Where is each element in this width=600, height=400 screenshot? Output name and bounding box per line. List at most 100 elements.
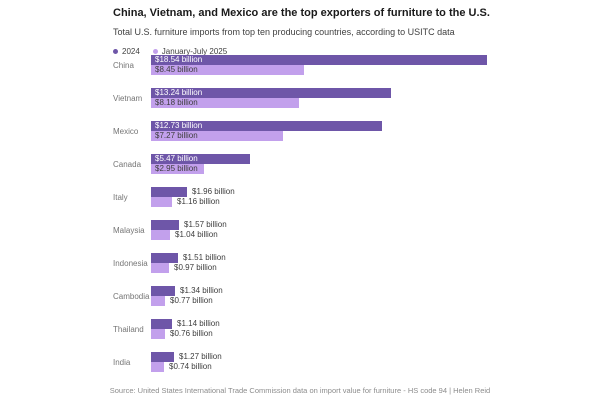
bar-2025 bbox=[151, 197, 172, 207]
bar-group: $1.27 billion $0.74 billion bbox=[151, 352, 593, 372]
bar-2025 bbox=[151, 329, 165, 339]
value-label: $0.97 billion bbox=[174, 263, 217, 272]
category-label: Cambodia bbox=[113, 291, 150, 301]
value-label: $13.24 billion bbox=[155, 88, 203, 97]
bar-line: $0.74 billion bbox=[151, 362, 593, 372]
bar-group: $18.54 billion $8.45 billion bbox=[151, 55, 593, 75]
bar-2025 bbox=[151, 296, 165, 306]
legend-dot-icon bbox=[152, 49, 158, 54]
bar-line: $1.16 billion bbox=[151, 197, 593, 207]
value-label: $1.96 billion bbox=[192, 187, 235, 196]
bar-2024: $12.73 billion bbox=[151, 121, 382, 131]
value-label: $5.47 billion bbox=[155, 154, 198, 163]
bar-line: $8.18 billion bbox=[151, 98, 593, 108]
category-label: Vietnam bbox=[113, 93, 143, 103]
bar-row: Malaysia $1.57 billion $1.04 billion bbox=[113, 220, 593, 240]
bar-2024: $18.54 billion bbox=[151, 55, 487, 65]
value-label: $1.34 billion bbox=[180, 286, 223, 295]
bar-group: $5.47 billion $2.95 billion bbox=[151, 154, 593, 174]
bar-line: $8.45 billion bbox=[151, 65, 593, 75]
bar-line: $7.27 billion bbox=[151, 131, 593, 141]
bar-row: Vietnam $13.24 billion $8.18 billion bbox=[113, 88, 593, 108]
category-label: Italy bbox=[113, 192, 128, 202]
bar-2024: $13.24 billion bbox=[151, 88, 391, 98]
value-label: $8.45 billion bbox=[155, 65, 198, 74]
value-label: $0.74 billion bbox=[169, 362, 212, 371]
chart-subtitle: Total U.S. furniture imports from top te… bbox=[113, 27, 455, 37]
bar-row: Canada $5.47 billion $2.95 billion bbox=[113, 154, 593, 174]
bar-2024 bbox=[151, 220, 179, 230]
bar-2024: $5.47 billion bbox=[151, 154, 250, 164]
page-title: China, Vietnam, and Mexico are the top e… bbox=[113, 7, 490, 19]
bar-2025: $8.18 billion bbox=[151, 98, 299, 108]
bar-2025 bbox=[151, 230, 170, 240]
value-label: $0.76 billion bbox=[170, 329, 213, 338]
value-label: $1.57 billion bbox=[184, 220, 227, 229]
legend-item: 2024 bbox=[113, 47, 140, 56]
category-label: India bbox=[113, 357, 131, 367]
bar-row: China $18.54 billion $8.45 billion bbox=[113, 55, 593, 75]
value-label: $2.95 billion bbox=[155, 164, 198, 173]
bar-line: $1.57 billion bbox=[151, 220, 593, 230]
value-label: $1.04 billion bbox=[175, 230, 218, 239]
value-label: $1.14 billion bbox=[177, 319, 220, 328]
bar-row: Thailand $1.14 billion $0.76 billion bbox=[113, 319, 593, 339]
bar-line: $1.04 billion bbox=[151, 230, 593, 240]
value-label: $1.51 billion bbox=[183, 253, 226, 262]
category-label: Indonesia bbox=[113, 258, 148, 268]
bar-row: Cambodia $1.34 billion $0.77 billion bbox=[113, 286, 593, 306]
bar-line: $1.14 billion bbox=[151, 319, 593, 329]
bar-group: $1.51 billion $0.97 billion bbox=[151, 253, 593, 273]
bar-line: $1.51 billion bbox=[151, 253, 593, 263]
category-label: Mexico bbox=[113, 126, 139, 136]
value-label: $12.73 billion bbox=[155, 121, 203, 130]
bar-group: $1.34 billion $0.77 billion bbox=[151, 286, 593, 306]
bar-line: $1.34 billion bbox=[151, 286, 593, 296]
bar-group: $1.14 billion $0.76 billion bbox=[151, 319, 593, 339]
bar-group: $1.96 billion $1.16 billion bbox=[151, 187, 593, 207]
category-label: China bbox=[113, 60, 134, 70]
bar-group: $13.24 billion $8.18 billion bbox=[151, 88, 593, 108]
chart-header: China, Vietnam, and Mexico are the top e… bbox=[113, 7, 593, 56]
value-label: $7.27 billion bbox=[155, 131, 198, 140]
bar-2024 bbox=[151, 319, 172, 329]
chart-legend: 2024 January-July 2025 bbox=[113, 47, 593, 56]
value-label: $18.54 billion bbox=[155, 55, 203, 64]
bar-group: $1.57 billion $1.04 billion bbox=[151, 220, 593, 240]
bar-line: $13.24 billion bbox=[151, 88, 593, 98]
bar-line: $18.54 billion bbox=[151, 55, 593, 65]
bar-line: $12.73 billion bbox=[151, 121, 593, 131]
category-label: Malaysia bbox=[113, 225, 145, 235]
legend-label: 2024 bbox=[122, 47, 140, 56]
value-label: $1.27 billion bbox=[179, 352, 222, 361]
category-label: Canada bbox=[113, 159, 142, 169]
bar-row: Italy $1.96 billion $1.16 billion bbox=[113, 187, 593, 207]
bar-line: $0.76 billion bbox=[151, 329, 593, 339]
bar-2024 bbox=[151, 352, 174, 362]
bar-chart: China $18.54 billion $8.45 billion Vietnam $… bbox=[113, 55, 593, 385]
bar-2025 bbox=[151, 362, 164, 372]
bar-line: $1.27 billion bbox=[151, 352, 593, 362]
value-label: $1.16 billion bbox=[177, 197, 220, 206]
legend-item: January-July 2025 bbox=[152, 47, 228, 56]
bar-row: Indonesia $1.51 billion $0.97 billion bbox=[113, 253, 593, 273]
category-label: Thailand bbox=[113, 324, 144, 334]
bar-2025: $7.27 billion bbox=[151, 131, 283, 141]
source-note: Source: United States International Trad… bbox=[109, 386, 491, 395]
bar-row: India $1.27 billion $0.74 billion bbox=[113, 352, 593, 372]
bar-line: $5.47 billion bbox=[151, 154, 593, 164]
bar-row: Mexico $12.73 billion $7.27 billion bbox=[113, 121, 593, 141]
bar-2024 bbox=[151, 253, 178, 263]
bar-2025: $8.45 billion bbox=[151, 65, 304, 75]
value-label: $0.77 billion bbox=[170, 296, 213, 305]
bar-2024 bbox=[151, 286, 175, 296]
bar-line: $2.95 billion bbox=[151, 164, 593, 174]
bar-line: $1.96 billion bbox=[151, 187, 593, 197]
bar-2025: $2.95 billion bbox=[151, 164, 204, 174]
legend-label: January-July 2025 bbox=[161, 47, 228, 56]
legend-dot-icon bbox=[113, 49, 118, 54]
value-label: $8.18 billion bbox=[155, 98, 198, 107]
bar-line: $0.97 billion bbox=[151, 263, 593, 273]
bar-group: $12.73 billion $7.27 billion bbox=[151, 121, 593, 141]
